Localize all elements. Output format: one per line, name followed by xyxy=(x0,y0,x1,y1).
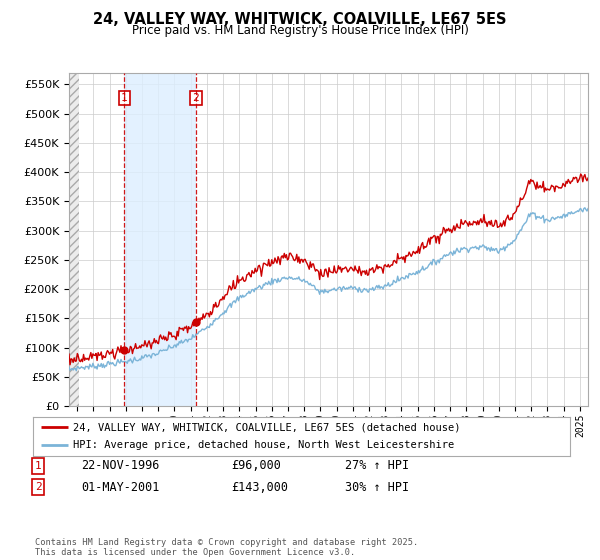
Text: 27% ↑ HPI: 27% ↑ HPI xyxy=(345,459,409,473)
Text: £96,000: £96,000 xyxy=(231,459,281,473)
Bar xyxy=(69,73,79,406)
Text: 1: 1 xyxy=(121,94,128,103)
Text: Contains HM Land Registry data © Crown copyright and database right 2025.
This d: Contains HM Land Registry data © Crown c… xyxy=(35,538,418,557)
Text: 2: 2 xyxy=(35,482,41,492)
Text: 1: 1 xyxy=(35,461,41,471)
Text: £143,000: £143,000 xyxy=(231,480,288,494)
Text: 2: 2 xyxy=(193,94,199,103)
Text: 30% ↑ HPI: 30% ↑ HPI xyxy=(345,480,409,494)
Text: Price paid vs. HM Land Registry's House Price Index (HPI): Price paid vs. HM Land Registry's House … xyxy=(131,24,469,37)
Text: 01-MAY-2001: 01-MAY-2001 xyxy=(81,480,160,494)
Text: HPI: Average price, detached house, North West Leicestershire: HPI: Average price, detached house, Nort… xyxy=(73,440,455,450)
Text: 24, VALLEY WAY, WHITWICK, COALVILLE, LE67 5ES (detached house): 24, VALLEY WAY, WHITWICK, COALVILLE, LE6… xyxy=(73,422,461,432)
Text: 22-NOV-1996: 22-NOV-1996 xyxy=(81,459,160,473)
Text: 24, VALLEY WAY, WHITWICK, COALVILLE, LE67 5ES: 24, VALLEY WAY, WHITWICK, COALVILLE, LE6… xyxy=(93,12,507,27)
Bar xyxy=(124,73,196,406)
